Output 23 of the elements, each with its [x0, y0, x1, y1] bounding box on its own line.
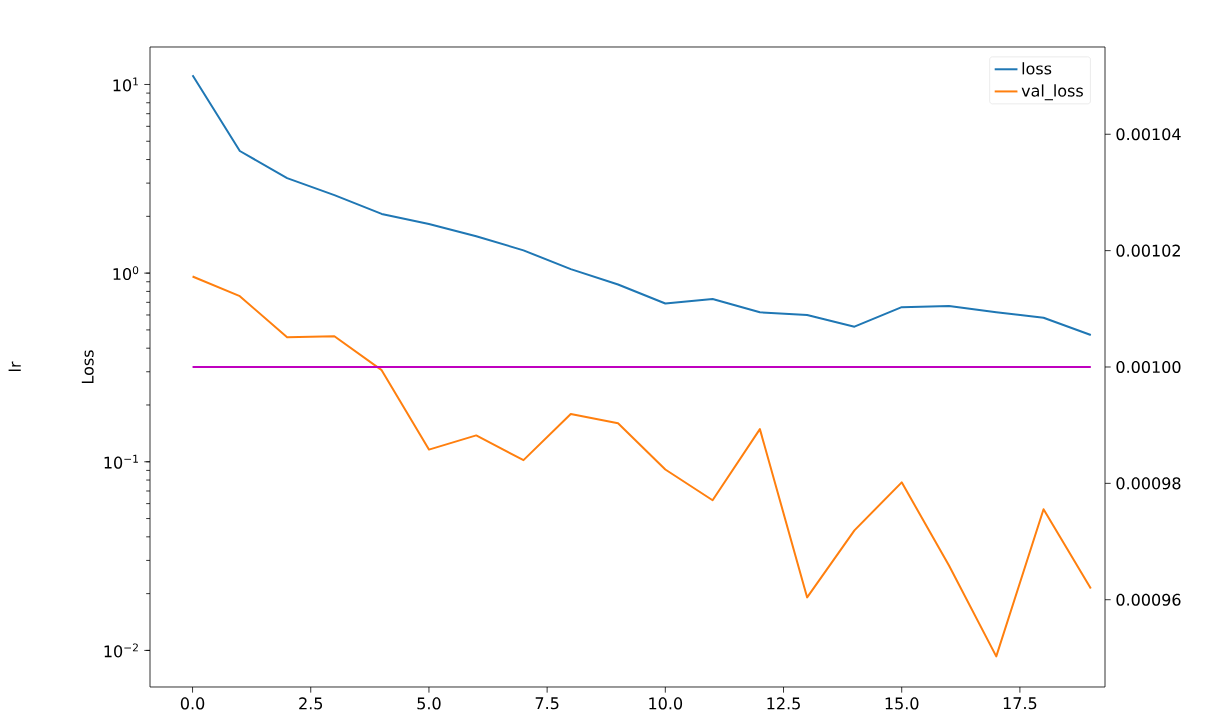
y-tick-label: 10$^{0}$: [113, 266, 139, 281]
x-tick-label: 12.5: [767, 697, 800, 710]
x-tick-label: 7.5: [535, 697, 559, 710]
legend-label: val_loss: [1021, 84, 1083, 101]
legend-label: loss: [1022, 62, 1052, 75]
y-tick-label: 10$^{1}$: [113, 77, 138, 92]
x-tick-label: 5.0: [417, 697, 441, 710]
y2-tick-label: 0.00104: [1116, 128, 1181, 141]
x-tick-label: 10.0: [649, 697, 683, 710]
x-tick-label: 2.5: [299, 697, 323, 710]
y2-tick-label: 0.00100: [1116, 360, 1181, 374]
y2-tick-label: 0.00098: [1116, 477, 1181, 490]
y2-tick-label: 0.00102: [1116, 244, 1180, 257]
y2-tick-label: 0.00096: [1116, 593, 1181, 606]
x-tick-label: 0.0: [180, 697, 205, 710]
y-tick-label: 10$^{−2}$: [104, 643, 138, 658]
y-axis-title: Loss: [81, 350, 94, 383]
line-series: [191, 275, 1092, 658]
x-tick-label: 15.0: [885, 697, 919, 710]
text: lr: [8, 361, 21, 371]
y-tick-label: 10$^{−1}$: [104, 454, 138, 469]
x-tick-label: 17.5: [1003, 697, 1037, 710]
line-series: [191, 74, 1092, 336]
